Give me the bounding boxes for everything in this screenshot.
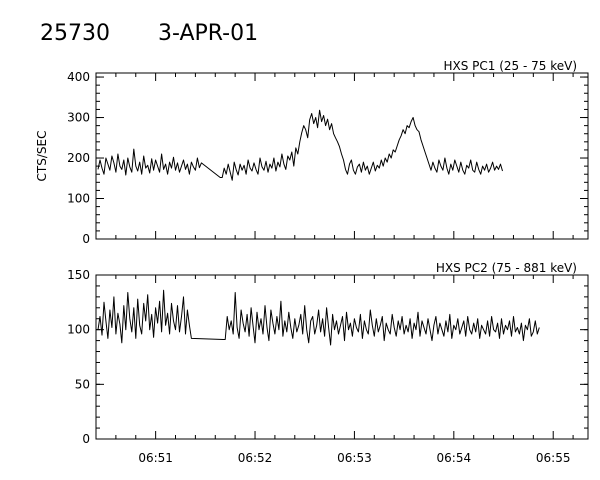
x-tick-label: 06:55 xyxy=(536,451,571,465)
pc1-y-tick-label: 100 xyxy=(67,192,90,206)
pc1-count-rate-line xyxy=(97,109,503,181)
x-tick-label: 06:51 xyxy=(138,451,173,465)
pc1-y-tick-label: 400 xyxy=(67,70,90,84)
event-id: 25730 xyxy=(40,21,110,46)
pc2-title: HXS PC2 (75 - 881 keV) xyxy=(436,261,577,275)
pc2-y-tick-label: 150 xyxy=(67,268,90,282)
pc2-y-tick-label: 100 xyxy=(67,323,90,337)
pc2-panel: HXS PC2 (75 - 881 keV) 0 50 100 150 xyxy=(67,261,589,446)
x-tick-label: 06:52 xyxy=(238,451,273,465)
pc1-y-tick-label: 0 xyxy=(82,232,90,246)
pc1-plot-frame xyxy=(95,72,589,240)
pc1-y-axis-title: CTS/SEC xyxy=(35,131,49,182)
pc2-y-tick-label: 50 xyxy=(75,377,90,391)
pc1-y-tick-label: 300 xyxy=(67,111,90,125)
pc2-count-rate-line xyxy=(97,289,540,346)
pc1-title: HXS PC1 (25 - 75 keV) xyxy=(443,59,577,73)
pc2-plot-frame xyxy=(95,274,589,440)
x-tick-label: 06:54 xyxy=(437,451,472,465)
pc1-y-tick-label: 200 xyxy=(67,151,90,165)
pc2-y-tick-label: 0 xyxy=(82,432,90,446)
event-date: 3-APR-01 xyxy=(158,21,258,46)
x-tick-label: 06:53 xyxy=(337,451,372,465)
pc1-panel: HXS PC1 (25 - 75 keV) CTS/SEC 0 100 200 300… xyxy=(35,59,589,246)
